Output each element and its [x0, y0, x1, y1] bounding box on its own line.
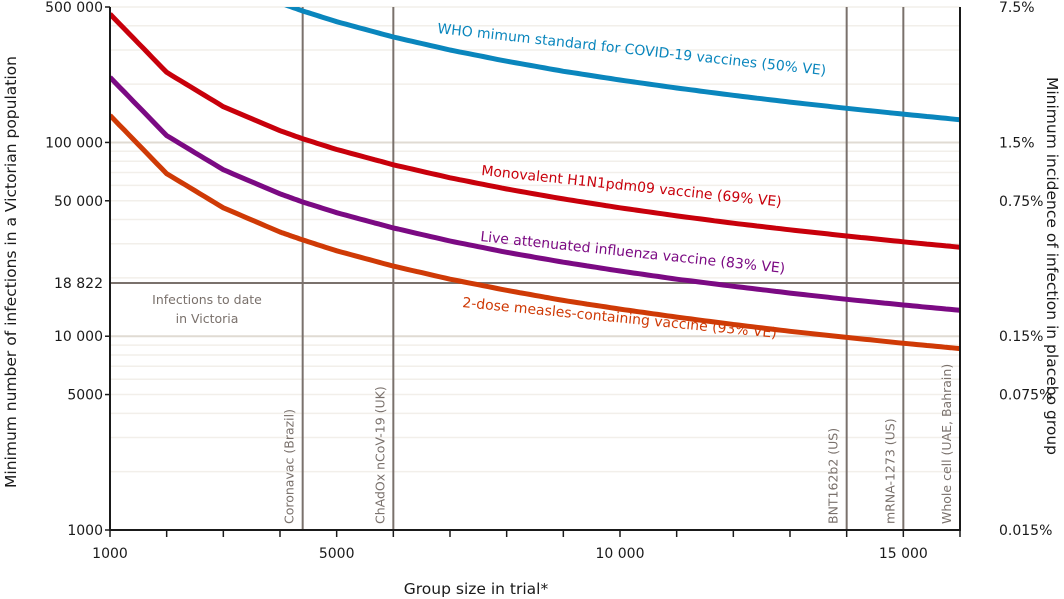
series-label: 2-dose measles-containing vaccine (93% V… — [462, 295, 778, 342]
y-right-tick-label: 0.15% — [999, 329, 1043, 345]
y-tick-label: 18 822 — [54, 276, 103, 292]
axes: 1000 5000 10 000 15 000 500 000 100 000 50 000… — [45, 0, 1052, 562]
trial-label: Whole cell (UAE, Bahrain) — [939, 364, 954, 524]
series-label: Monovalent H1N1pdm09 vaccine (69% VE) — [481, 163, 783, 210]
x-axis-title: Group size in trial* — [404, 580, 549, 598]
series-line — [110, 12, 960, 250]
y-tick-label: 1000 — [67, 523, 103, 539]
reference-lines: Infections to date in Victoria Coronavac (… — [110, 7, 960, 530]
y-right-tick-label: 0.015% — [999, 523, 1052, 539]
series-line — [110, 75, 960, 313]
y-right-tick-label: 1.5% — [999, 135, 1035, 151]
x-tick-label: 15 000 — [879, 546, 928, 562]
gridlines — [110, 6, 960, 531]
y-right-axis-title: Minimum incidence of infection in placeb… — [1043, 77, 1061, 455]
series-lines — [110, 7, 960, 352]
x-tick-label: 10 000 — [596, 546, 645, 562]
trial-label: mRNA-1273 (US) — [882, 418, 897, 524]
infections-to-date-label: in Victoria — [176, 311, 239, 326]
y-tick-label: 100 000 — [45, 135, 103, 151]
trial-label: BNT162b2 (US) — [826, 428, 841, 524]
y-tick-label: 50 000 — [54, 194, 103, 210]
infections-to-date-label: Infections to date — [152, 292, 262, 307]
x-tick-label: 1000 — [92, 546, 128, 562]
y-right-tick-label: 0.75% — [999, 194, 1043, 210]
trial-label: ChAdOx nCoV-19 (UK) — [372, 386, 387, 524]
trial-label: Coronavac (Brazil) — [282, 409, 297, 524]
labels: Minimum number of infections in a Victor… — [2, 21, 1061, 598]
series-label: Live attenuated influenza vaccine (83% V… — [480, 229, 786, 277]
y-right-tick-label: 0.075% — [999, 388, 1052, 404]
series-line — [110, 113, 960, 352]
series-line — [284, 7, 960, 123]
y-tick-label: 10 000 — [54, 329, 103, 345]
y-tick-label: 5000 — [67, 388, 103, 404]
y-tick-label: 500 000 — [45, 0, 103, 16]
x-tick-label: 5000 — [319, 546, 355, 562]
y-axis-title: Minimum number of infections in a Victor… — [2, 56, 20, 488]
y-right-tick-label: 7.5% — [999, 0, 1035, 16]
